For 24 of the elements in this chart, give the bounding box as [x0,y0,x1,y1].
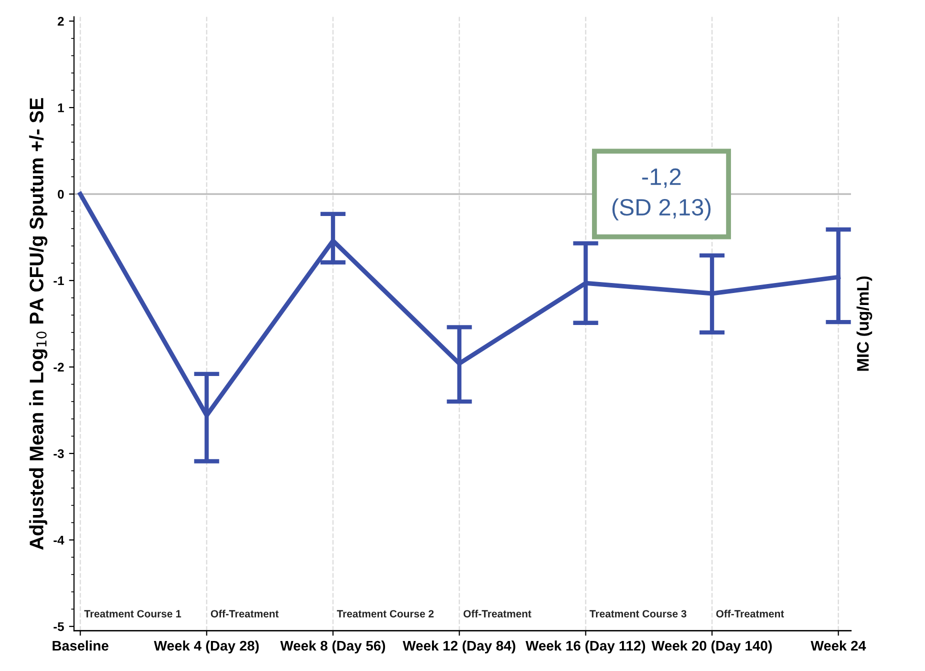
y-axis-title: Adjusted Mean in Log$_{10}$ PA CFU/g Sputum +/- SE [29,98,48,550]
annotation: Off-Treatment [210,610,279,618]
y-tick-label: -3 [54,449,64,458]
x-tick-label: Week 12 (Day 84) [402,640,516,654]
annotation: Treatment Course 1 [84,610,182,618]
x-tick-label: Week 16 (Day 112) [526,640,646,654]
annotation: -1,2 (SD 2,13) [612,168,711,220]
y-tick-label: -4 [54,536,64,544]
annotation: Off-Treatment [464,610,532,618]
y2-axis-title: MIC (ug/mL) [856,276,872,371]
y-tick-label: 2 [58,16,64,26]
x-tick-label: Week 8 (Day 56) [280,640,386,654]
y-tick-label: 0 [58,190,64,199]
x-tick-label: Week 4 (Day 28) [154,640,259,654]
x-tick-label: Week 20 (Day 140) [652,640,772,654]
annotation: Off-Treatment [716,610,784,618]
annotation: Treatment Course 3 [590,610,686,618]
y-tick-label: -5 [54,622,64,632]
x-tick-label: Baseline [52,640,108,651]
y-tick-label: -2 [54,362,64,372]
annotation: Treatment Course 2 [336,610,434,618]
y-tick-label: -1 [54,276,64,286]
y-tick-label: 1 [58,104,64,112]
x-tick-label: Week 24 [810,640,866,651]
